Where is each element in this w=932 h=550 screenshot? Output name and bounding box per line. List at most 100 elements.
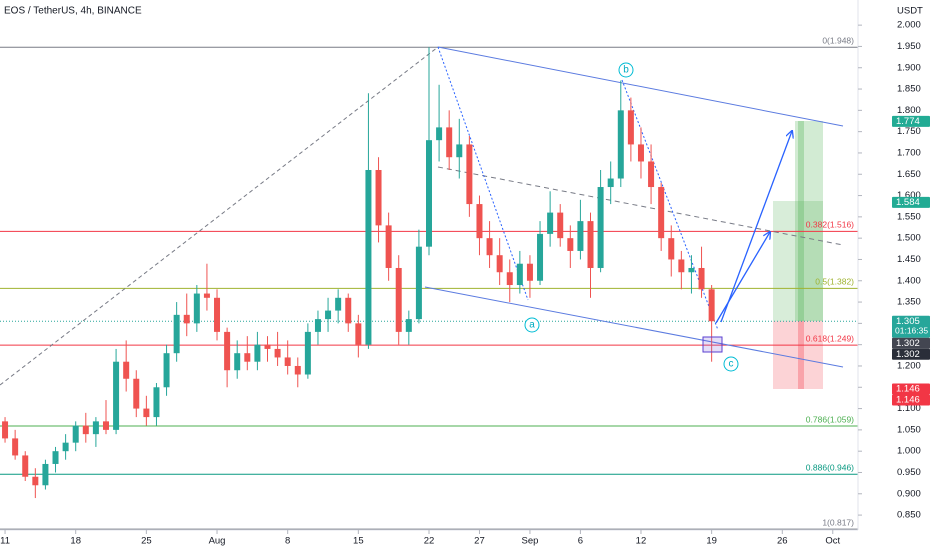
currency-label: USDT: [897, 6, 923, 17]
y-tick-label: 0.850: [897, 510, 921, 521]
y-tick-label: 1.800: [897, 105, 921, 116]
x-tick-label: 6: [578, 536, 583, 547]
candle-body: [698, 267, 705, 290]
candle-body: [92, 421, 99, 435]
drawings: [0, 46, 844, 386]
candle-body: [617, 110, 624, 179]
candle-body: [22, 455, 29, 477]
x-tick-label: 19: [706, 536, 717, 547]
price-label-box: [892, 383, 930, 395]
candle-body: [486, 238, 493, 256]
candle-body: [627, 110, 634, 145]
wave-label: b: [623, 65, 629, 76]
y-tick-label: 1.550: [897, 211, 921, 222]
candles: [2, 47, 715, 499]
candle-body: [274, 348, 281, 358]
candle-body: [294, 365, 301, 375]
x-tick-label: 15: [353, 536, 364, 547]
candle-body: [72, 425, 79, 443]
candle-body: [325, 310, 332, 320]
y-tick-label: 1.100: [897, 403, 921, 414]
target-zone-stripe: [798, 121, 804, 321]
fib-label: 0.5(1.382): [815, 277, 854, 287]
candle-body: [547, 212, 554, 234]
y-tick-label: 1.450: [897, 254, 921, 265]
channel-bottom: [424, 286, 844, 368]
fib-label: 0.382(1.516): [806, 220, 854, 230]
candle-body: [708, 289, 715, 322]
price-label-box: [892, 315, 930, 338]
y-tick-label: 1.350: [897, 297, 921, 308]
candle-body: [637, 144, 644, 162]
candle-body: [224, 331, 231, 371]
candle-body: [42, 463, 49, 486]
y-tick-label: 1.650: [897, 169, 921, 180]
candle-body: [2, 421, 9, 439]
price-label-box: [892, 394, 930, 406]
candle-body: [173, 314, 180, 354]
fib-label: 0(1.948): [822, 36, 854, 46]
candle-body: [203, 293, 210, 298]
candle-body: [345, 297, 352, 324]
wave-label: a: [529, 320, 535, 331]
x-tick-label: Aug: [209, 536, 226, 547]
candle-body: [668, 238, 675, 260]
x-tick-label: 12: [636, 536, 647, 547]
candle-body: [577, 221, 584, 251]
candle-body: [335, 297, 342, 311]
price-label-box: [892, 196, 930, 208]
price-label-box: [892, 348, 930, 360]
candle-body: [567, 238, 574, 251]
candle-body: [496, 255, 503, 273]
y-tick-label: 1.700: [897, 147, 921, 158]
fib-label: 0.786(1.059): [806, 414, 854, 424]
fib-label: 0.886(0.946): [806, 462, 854, 472]
candle-body: [385, 225, 392, 268]
background-layer: [773, 121, 823, 389]
candle-body: [113, 361, 120, 430]
candle-body: [82, 425, 89, 435]
wave-circle: [618, 62, 634, 78]
price-label: 1.305: [896, 316, 920, 327]
wave-line: [437, 46, 529, 301]
candle-body: [375, 169, 382, 226]
y-tick-label: 1.500: [897, 233, 921, 244]
fib-trend-line: [0, 46, 439, 386]
y-tick-label: 1.750: [897, 126, 921, 137]
x-tick-label: Sep: [521, 536, 538, 547]
price-label-box: [892, 115, 930, 127]
price-label: 1.774: [896, 116, 920, 127]
candle-body: [426, 140, 432, 247]
chart-title: EOS / TetherUS, 4h, BINANCE: [4, 6, 142, 17]
candle-body: [526, 263, 533, 281]
candle-body: [395, 267, 402, 332]
channel-mid: [437, 166, 844, 246]
candle-body: [163, 353, 170, 388]
x-tick-label: 27: [474, 536, 485, 547]
x-tick-label: 26: [777, 536, 788, 547]
candle-body: [234, 353, 241, 371]
candle-body: [183, 314, 190, 324]
candle-body: [314, 319, 321, 332]
candle-body: [32, 476, 39, 486]
candle-body: [214, 297, 221, 332]
x-tick-label: 11: [0, 536, 10, 547]
candle-body: [516, 263, 523, 286]
stop-zone-stripe: [798, 321, 804, 389]
candle-body: [133, 378, 140, 409]
target-zone: [773, 201, 823, 321]
x-tick-label: 8: [285, 536, 290, 547]
price-label: 1.146: [896, 383, 920, 394]
price-label: 1.146: [896, 394, 920, 405]
candle-body: [12, 438, 19, 456]
candle-body: [62, 442, 69, 452]
candle-body: [446, 127, 453, 158]
overlay: a b c EOS / TetherUS, 4h, BINANCE USDT: [4, 6, 923, 372]
candle-body: [688, 267, 695, 273]
y-tick-label: 0.950: [897, 467, 921, 478]
candle-body: [506, 272, 513, 286]
channel-top: [437, 46, 844, 127]
candle-body: [102, 421, 109, 430]
